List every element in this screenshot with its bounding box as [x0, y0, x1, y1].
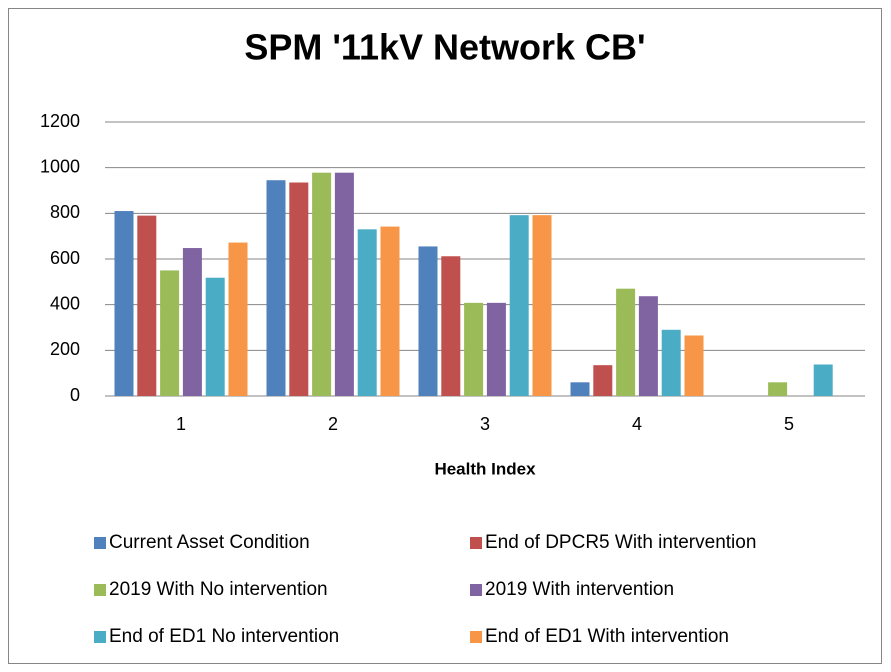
legend-swatch: [470, 537, 482, 549]
bar: [684, 335, 704, 396]
legend-label: End of ED1 No intervention: [109, 626, 339, 647]
bar: [532, 215, 552, 396]
bar: [266, 180, 286, 396]
bar: [114, 211, 134, 396]
bar: [160, 270, 180, 396]
bar: [357, 229, 377, 396]
bar: [418, 246, 438, 396]
y-tick-label: 200: [50, 339, 80, 359]
legend-swatch: [94, 631, 106, 643]
bar: [464, 302, 484, 396]
x-tick-label: 3: [480, 414, 490, 434]
legend-swatch: [94, 584, 106, 596]
bar: [768, 382, 788, 396]
x-tick-label: 5: [784, 414, 794, 434]
bar: [312, 172, 332, 396]
x-tick-label: 1: [176, 414, 186, 434]
bar: [137, 215, 157, 396]
legend-swatch: [470, 631, 482, 643]
legend-label: Current Asset Condition: [109, 532, 310, 553]
legend-label: End of DPCR5 With intervention: [485, 532, 756, 553]
y-tick-label: 1000: [40, 156, 80, 176]
legend-swatch: [94, 537, 106, 549]
bar: [228, 242, 248, 396]
bar: [334, 172, 354, 396]
bar: [813, 364, 833, 396]
bar: [616, 288, 636, 396]
bar: [593, 365, 613, 396]
bar: [441, 256, 461, 396]
y-tick-label: 600: [50, 248, 80, 268]
x-tick-label: 2: [328, 414, 338, 434]
x-tick-label: 4: [632, 414, 642, 434]
legend-swatch: [470, 584, 482, 596]
legend-label: End of ED1 With intervention: [485, 626, 729, 647]
chart-title: SPM '11kV Network CB': [244, 27, 645, 68]
bar: [570, 382, 590, 396]
bar: [661, 329, 681, 396]
bar: [205, 277, 225, 396]
bar: [509, 215, 529, 396]
bar: [380, 226, 400, 396]
x-axis-title: Health Index: [434, 459, 536, 478]
bar: [182, 248, 202, 396]
y-tick-label: 0: [70, 385, 80, 405]
bar: [638, 296, 658, 396]
bar: [289, 182, 309, 396]
legend-label: 2019 With intervention: [485, 579, 674, 600]
legend-label: 2019 With No intervention: [109, 579, 328, 600]
y-tick-label: 1200: [40, 111, 80, 131]
y-tick-label: 800: [50, 202, 80, 222]
y-tick-label: 400: [50, 293, 80, 313]
bar: [486, 302, 506, 396]
